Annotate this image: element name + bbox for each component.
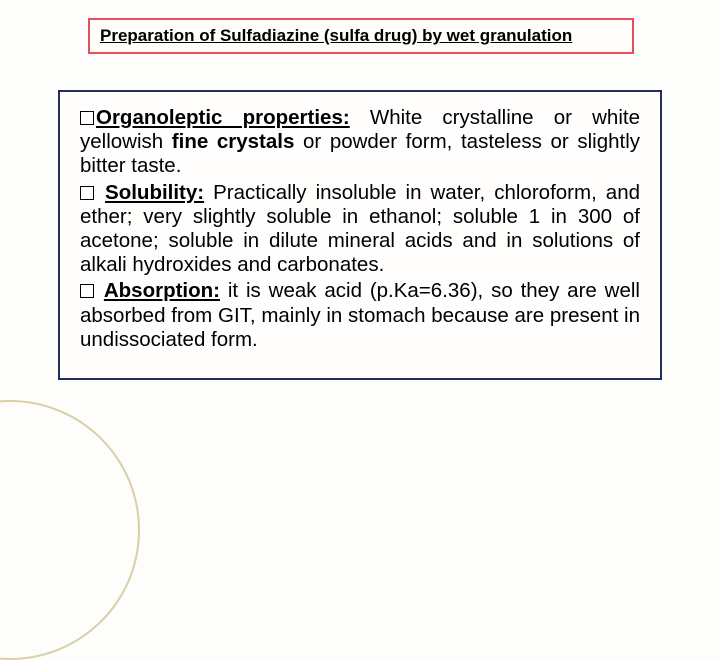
- item-lead: Organoleptic properties:: [96, 106, 350, 129]
- body-box: Organoleptic properties: White crystalli…: [58, 90, 662, 380]
- list-item: Solubility: Practically insoluble in wat…: [80, 181, 640, 278]
- corner-decoration: [0, 400, 140, 660]
- list-item: Absorption: it is weak acid (p.Ka=6.36),…: [80, 279, 640, 352]
- item-text-run: fine crystals: [172, 130, 295, 153]
- list-item: Organoleptic properties: White crystalli…: [80, 106, 640, 179]
- title-box: Preparation of Sulfadiazine (sulfa drug)…: [88, 18, 634, 54]
- item-lead: Absorption:: [104, 279, 220, 302]
- square-bullet-icon: [80, 186, 94, 200]
- item-lead: Solubility:: [105, 181, 204, 204]
- square-bullet-icon: [80, 111, 94, 125]
- square-bullet-icon: [80, 284, 94, 298]
- slide-title: Preparation of Sulfadiazine (sulfa drug)…: [100, 26, 572, 45]
